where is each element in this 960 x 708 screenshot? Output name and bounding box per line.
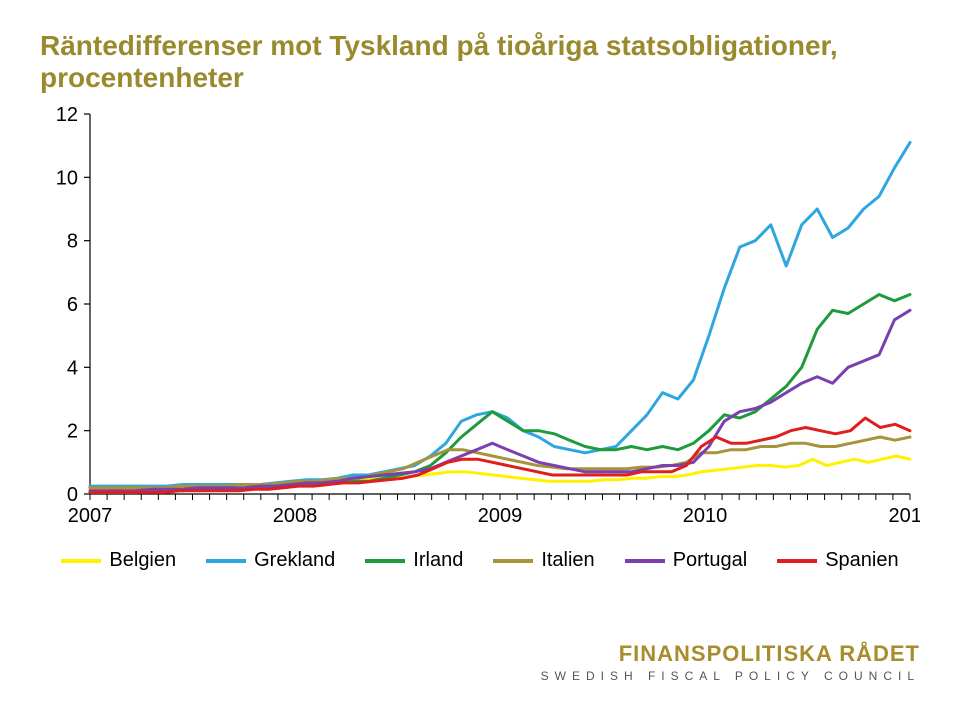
- legend-swatch: [493, 559, 533, 563]
- svg-text:0: 0: [67, 484, 78, 506]
- footer-line1: FINANSPOLITISKA RÅDET: [541, 641, 920, 667]
- svg-text:2010: 2010: [683, 505, 728, 527]
- svg-text:4: 4: [67, 357, 78, 379]
- legend-label: Belgien: [109, 549, 176, 572]
- series-spanien: [90, 418, 910, 492]
- legend-swatch: [625, 559, 665, 563]
- legend-label: Irland: [413, 549, 463, 572]
- chart-legend: Belgien Grekland Irland Italien Portugal Span…: [40, 549, 920, 572]
- footer-logo: FINANSPOLITISKA RÅDET SWEDISH FISCAL POL…: [541, 641, 920, 683]
- legend-label: Spanien: [825, 549, 898, 572]
- svg-text:2007: 2007: [68, 505, 113, 527]
- slide: Räntedifferenser mot Tyskland på tioårig…: [0, 0, 960, 708]
- series-italien: [90, 437, 910, 488]
- legend-item-portugal: Portugal: [625, 549, 748, 572]
- legend-label: Grekland: [254, 549, 335, 572]
- legend-item-irland: Irland: [365, 549, 463, 572]
- legend-item-spanien: Spanien: [777, 549, 898, 572]
- legend-item-italien: Italien: [493, 549, 594, 572]
- svg-text:6: 6: [67, 294, 78, 316]
- svg-text:2009: 2009: [478, 505, 523, 527]
- legend-label: Portugal: [673, 549, 748, 572]
- line-chart: 0 2 4 6 8 10 12 2007 2008 2009 2010 2011: [40, 104, 920, 534]
- legend-item-grekland: Grekland: [206, 549, 335, 572]
- legend-swatch: [365, 559, 405, 563]
- legend-swatch: [61, 559, 101, 563]
- legend-label: Italien: [541, 549, 594, 572]
- chart-title: Räntedifferenser mot Tyskland på tioårig…: [40, 30, 920, 94]
- svg-text:12: 12: [56, 104, 78, 126]
- footer-line2: SWEDISH FISCAL POLICY COUNCIL: [541, 669, 920, 683]
- legend-item-belgien: Belgien: [61, 549, 176, 572]
- chart-container: 0 2 4 6 8 10 12 2007 2008 2009 2010 2011: [40, 104, 920, 539]
- svg-text:2: 2: [67, 421, 78, 443]
- svg-text:10: 10: [56, 167, 78, 189]
- svg-text:8: 8: [67, 231, 78, 253]
- series-grekland: [90, 143, 910, 487]
- legend-swatch: [206, 559, 246, 563]
- svg-text:2008: 2008: [273, 505, 318, 527]
- svg-text:2011: 2011: [888, 505, 920, 527]
- legend-swatch: [777, 559, 817, 563]
